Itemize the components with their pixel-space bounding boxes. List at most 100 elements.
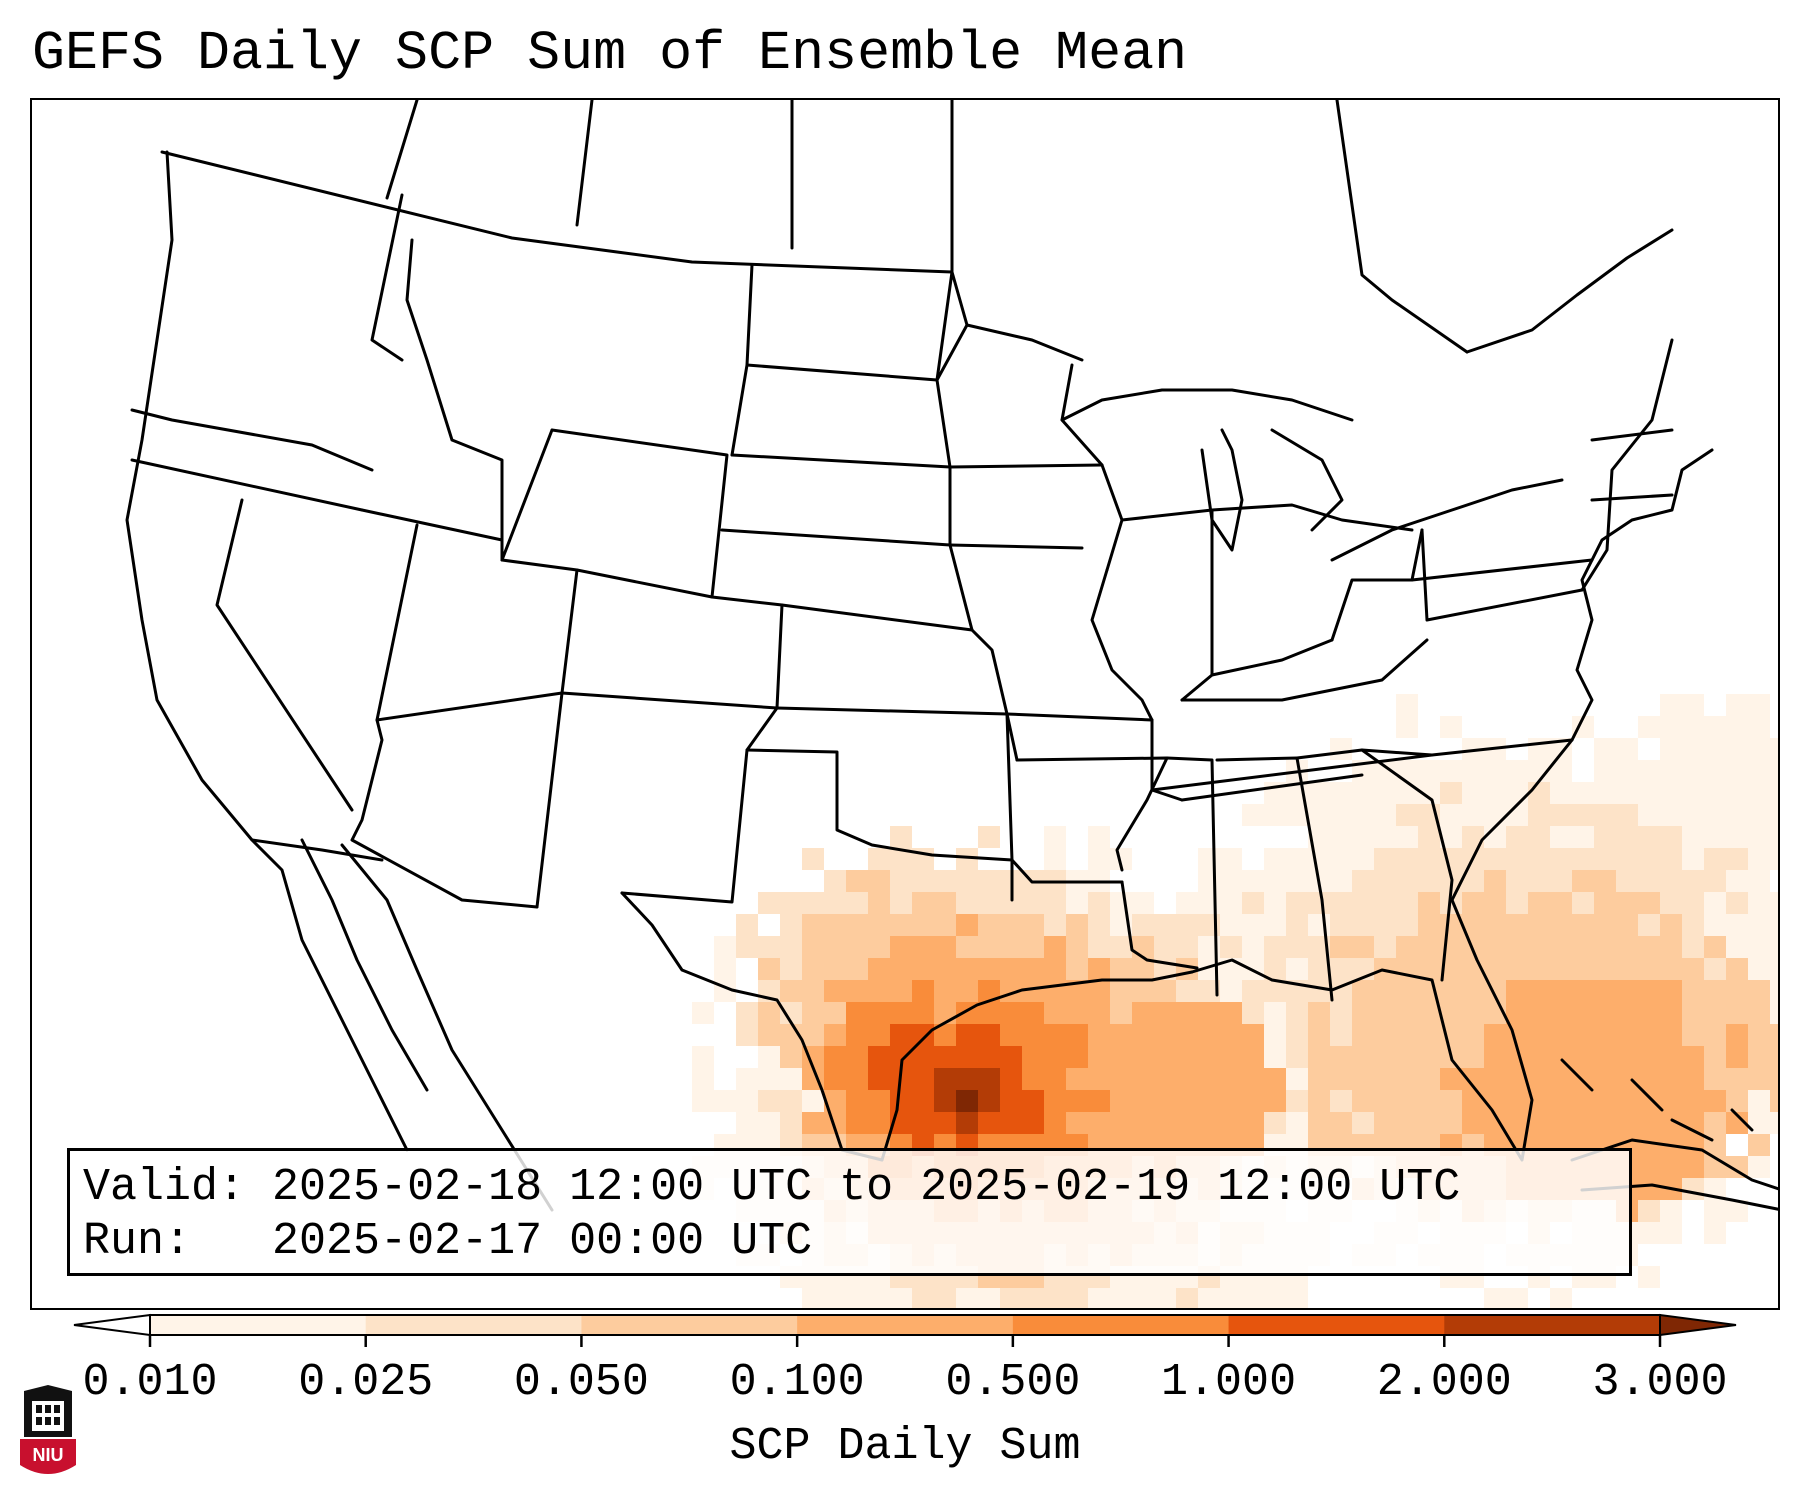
scp-cell bbox=[890, 958, 912, 980]
scp-cell bbox=[1000, 936, 1022, 958]
scp-cell bbox=[868, 980, 890, 1002]
scp-cell bbox=[1352, 1090, 1374, 1112]
state-line bbox=[1420, 528, 1584, 622]
scp-cell bbox=[1770, 760, 1778, 782]
scp-cell bbox=[692, 1068, 714, 1090]
state-line bbox=[1120, 508, 1214, 702]
scp-cell bbox=[868, 1288, 890, 1308]
colorbar-tick-label: 0.500 bbox=[945, 1357, 1081, 1408]
scp-cell bbox=[1484, 914, 1506, 936]
scp-cell bbox=[1770, 1068, 1778, 1090]
state-line bbox=[1165, 756, 1219, 997]
scp-cell bbox=[1308, 958, 1330, 980]
scp-cell bbox=[846, 1068, 868, 1090]
scp-cell bbox=[1594, 1090, 1616, 1112]
state-line bbox=[1295, 748, 1454, 982]
scp-cell bbox=[1726, 1156, 1748, 1178]
scp-cell bbox=[1682, 958, 1704, 980]
scp-cell bbox=[1704, 782, 1726, 804]
scp-cell bbox=[1550, 1288, 1572, 1308]
scp-cell bbox=[1110, 1090, 1132, 1112]
scp-cell bbox=[1726, 892, 1748, 914]
scp-cell bbox=[758, 1112, 780, 1134]
scp-cell bbox=[1264, 1090, 1286, 1112]
scp-cell bbox=[1638, 1266, 1660, 1288]
texas-rio-grande bbox=[620, 891, 884, 1162]
scp-cell bbox=[1748, 1024, 1770, 1046]
scp-cell bbox=[1462, 980, 1484, 1002]
scp-cell bbox=[1616, 958, 1638, 980]
scp-cell bbox=[1462, 1002, 1484, 1024]
scp-cell bbox=[1374, 1112, 1396, 1134]
map-panel[interactable] bbox=[30, 98, 1780, 1310]
state-line bbox=[375, 691, 564, 722]
scp-cell bbox=[1088, 1068, 1110, 1090]
scp-cell bbox=[934, 1288, 956, 1308]
state-line bbox=[745, 363, 939, 382]
scp-cell bbox=[1594, 848, 1616, 870]
scp-cell bbox=[1550, 980, 1572, 1002]
state-line bbox=[970, 628, 1019, 762]
state-line bbox=[1330, 528, 1424, 642]
scp-cell bbox=[1594, 804, 1616, 826]
scp-cell bbox=[780, 980, 802, 1002]
scp-cell bbox=[1726, 848, 1748, 870]
scp-cell bbox=[1308, 804, 1330, 826]
scp-cell bbox=[1682, 826, 1704, 848]
scp-cell bbox=[868, 892, 890, 914]
scp-cell bbox=[824, 1068, 846, 1090]
state-line bbox=[550, 428, 784, 710]
scp-cell bbox=[890, 826, 912, 848]
run-label: Run: bbox=[83, 1216, 192, 1267]
scp-cell bbox=[1088, 914, 1110, 936]
scp-cell bbox=[802, 848, 824, 870]
scp-cell bbox=[956, 870, 978, 892]
scp-cell bbox=[1726, 760, 1748, 782]
scp-cell bbox=[824, 980, 846, 1002]
scp-cell bbox=[1044, 1002, 1066, 1024]
scp-cell bbox=[1484, 826, 1506, 848]
scp-cell bbox=[1660, 694, 1682, 716]
scp-cell bbox=[1748, 936, 1770, 958]
scp-cell bbox=[1704, 1068, 1726, 1090]
colorbar-segment bbox=[581, 1315, 798, 1335]
scp-cell bbox=[1704, 1112, 1726, 1134]
scp-cell bbox=[824, 1002, 846, 1024]
bahamas bbox=[1560, 1058, 1754, 1142]
state-line bbox=[215, 498, 354, 812]
state-line bbox=[370, 193, 404, 362]
scp-cell bbox=[1264, 1288, 1286, 1308]
scp-cell bbox=[1462, 1068, 1484, 1090]
scp-cell bbox=[1550, 1090, 1572, 1112]
scp-cell bbox=[1462, 870, 1484, 892]
scp-cell bbox=[1550, 1112, 1572, 1134]
scp-cell bbox=[1352, 914, 1374, 936]
scp-cell bbox=[912, 870, 934, 892]
scp-cell bbox=[1638, 892, 1660, 914]
scp-cell bbox=[1176, 1068, 1198, 1090]
state-line bbox=[1010, 858, 1124, 884]
colorbar-segment bbox=[365, 1315, 582, 1335]
scp-cell bbox=[912, 1046, 934, 1068]
scp-cell bbox=[1726, 826, 1748, 848]
scp-cell bbox=[1638, 980, 1660, 1002]
colorbar-tick-marks bbox=[148, 1335, 1662, 1347]
state-line bbox=[130, 408, 374, 472]
scp-cell bbox=[758, 936, 780, 958]
scp-cell bbox=[1286, 958, 1308, 980]
scp-cell bbox=[1770, 914, 1778, 936]
scp-cell bbox=[1330, 1046, 1352, 1068]
scp-cell bbox=[824, 1024, 846, 1046]
scp-cell bbox=[1000, 1112, 1022, 1134]
scp-cell bbox=[868, 1090, 890, 1112]
scp-cell bbox=[1418, 1046, 1440, 1068]
scp-cell bbox=[1462, 892, 1484, 914]
scp-cell bbox=[1682, 892, 1704, 914]
scp-cell bbox=[1638, 1112, 1660, 1134]
scp-cell bbox=[1638, 782, 1660, 804]
scp-cell bbox=[1704, 1046, 1726, 1068]
scp-cell bbox=[1132, 936, 1154, 958]
colorbar-segments bbox=[73, 1313, 1737, 1337]
scp-cell bbox=[978, 1288, 1000, 1308]
scp-cell bbox=[1022, 1024, 1044, 1046]
